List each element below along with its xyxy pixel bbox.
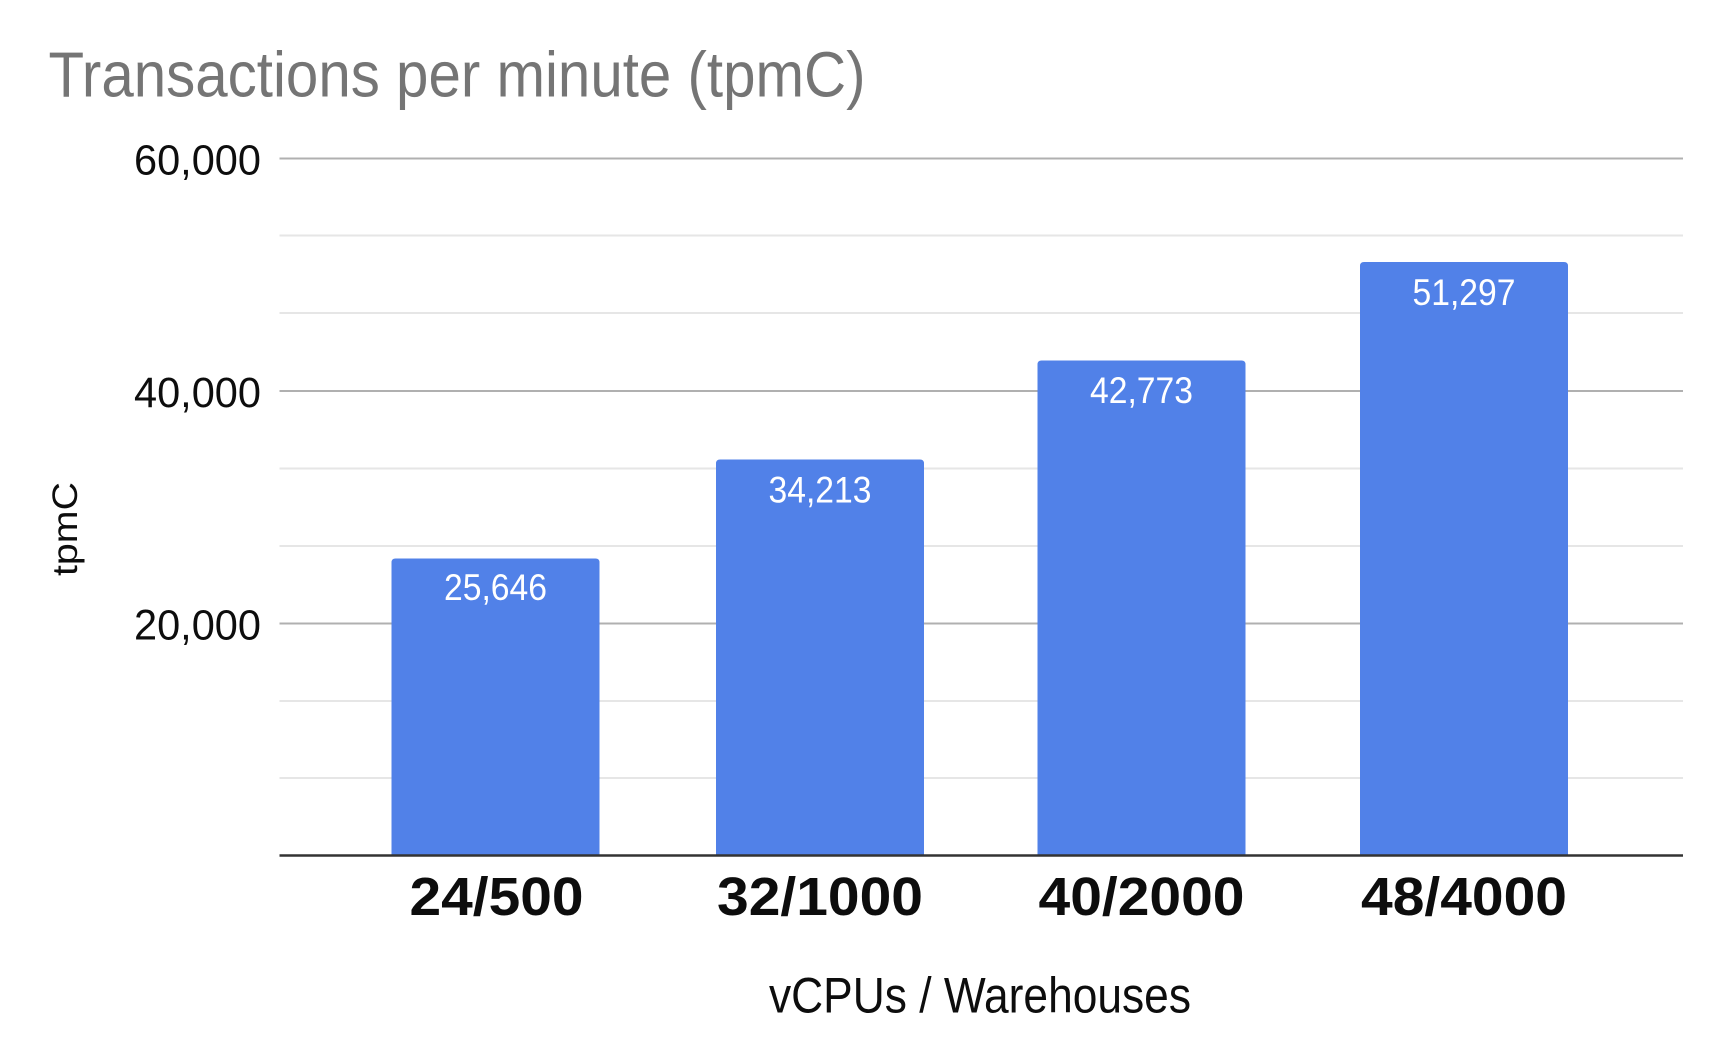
svg-text:32/1000: 32/1000	[717, 867, 923, 927]
svg-text:20,000: 20,000	[134, 602, 261, 650]
svg-text:25,646: 25,646	[444, 567, 547, 608]
svg-text:40/2000: 40/2000	[1039, 867, 1245, 927]
svg-text:51,297: 51,297	[1413, 272, 1516, 313]
svg-text:40,000: 40,000	[134, 369, 261, 417]
svg-text:vCPUs / Warehouses: vCPUs / Warehouses	[769, 968, 1191, 1024]
svg-text:34,213: 34,213	[769, 470, 872, 511]
svg-text:Transactions per minute (tpmC): Transactions per minute (tpmC)	[49, 39, 866, 111]
svg-text:tpmC: tpmC	[46, 482, 85, 576]
svg-text:60,000: 60,000	[134, 137, 261, 185]
svg-text:24/500: 24/500	[410, 867, 584, 927]
svg-text:48/4000: 48/4000	[1361, 867, 1567, 927]
svg-text:42,773: 42,773	[1090, 370, 1193, 411]
